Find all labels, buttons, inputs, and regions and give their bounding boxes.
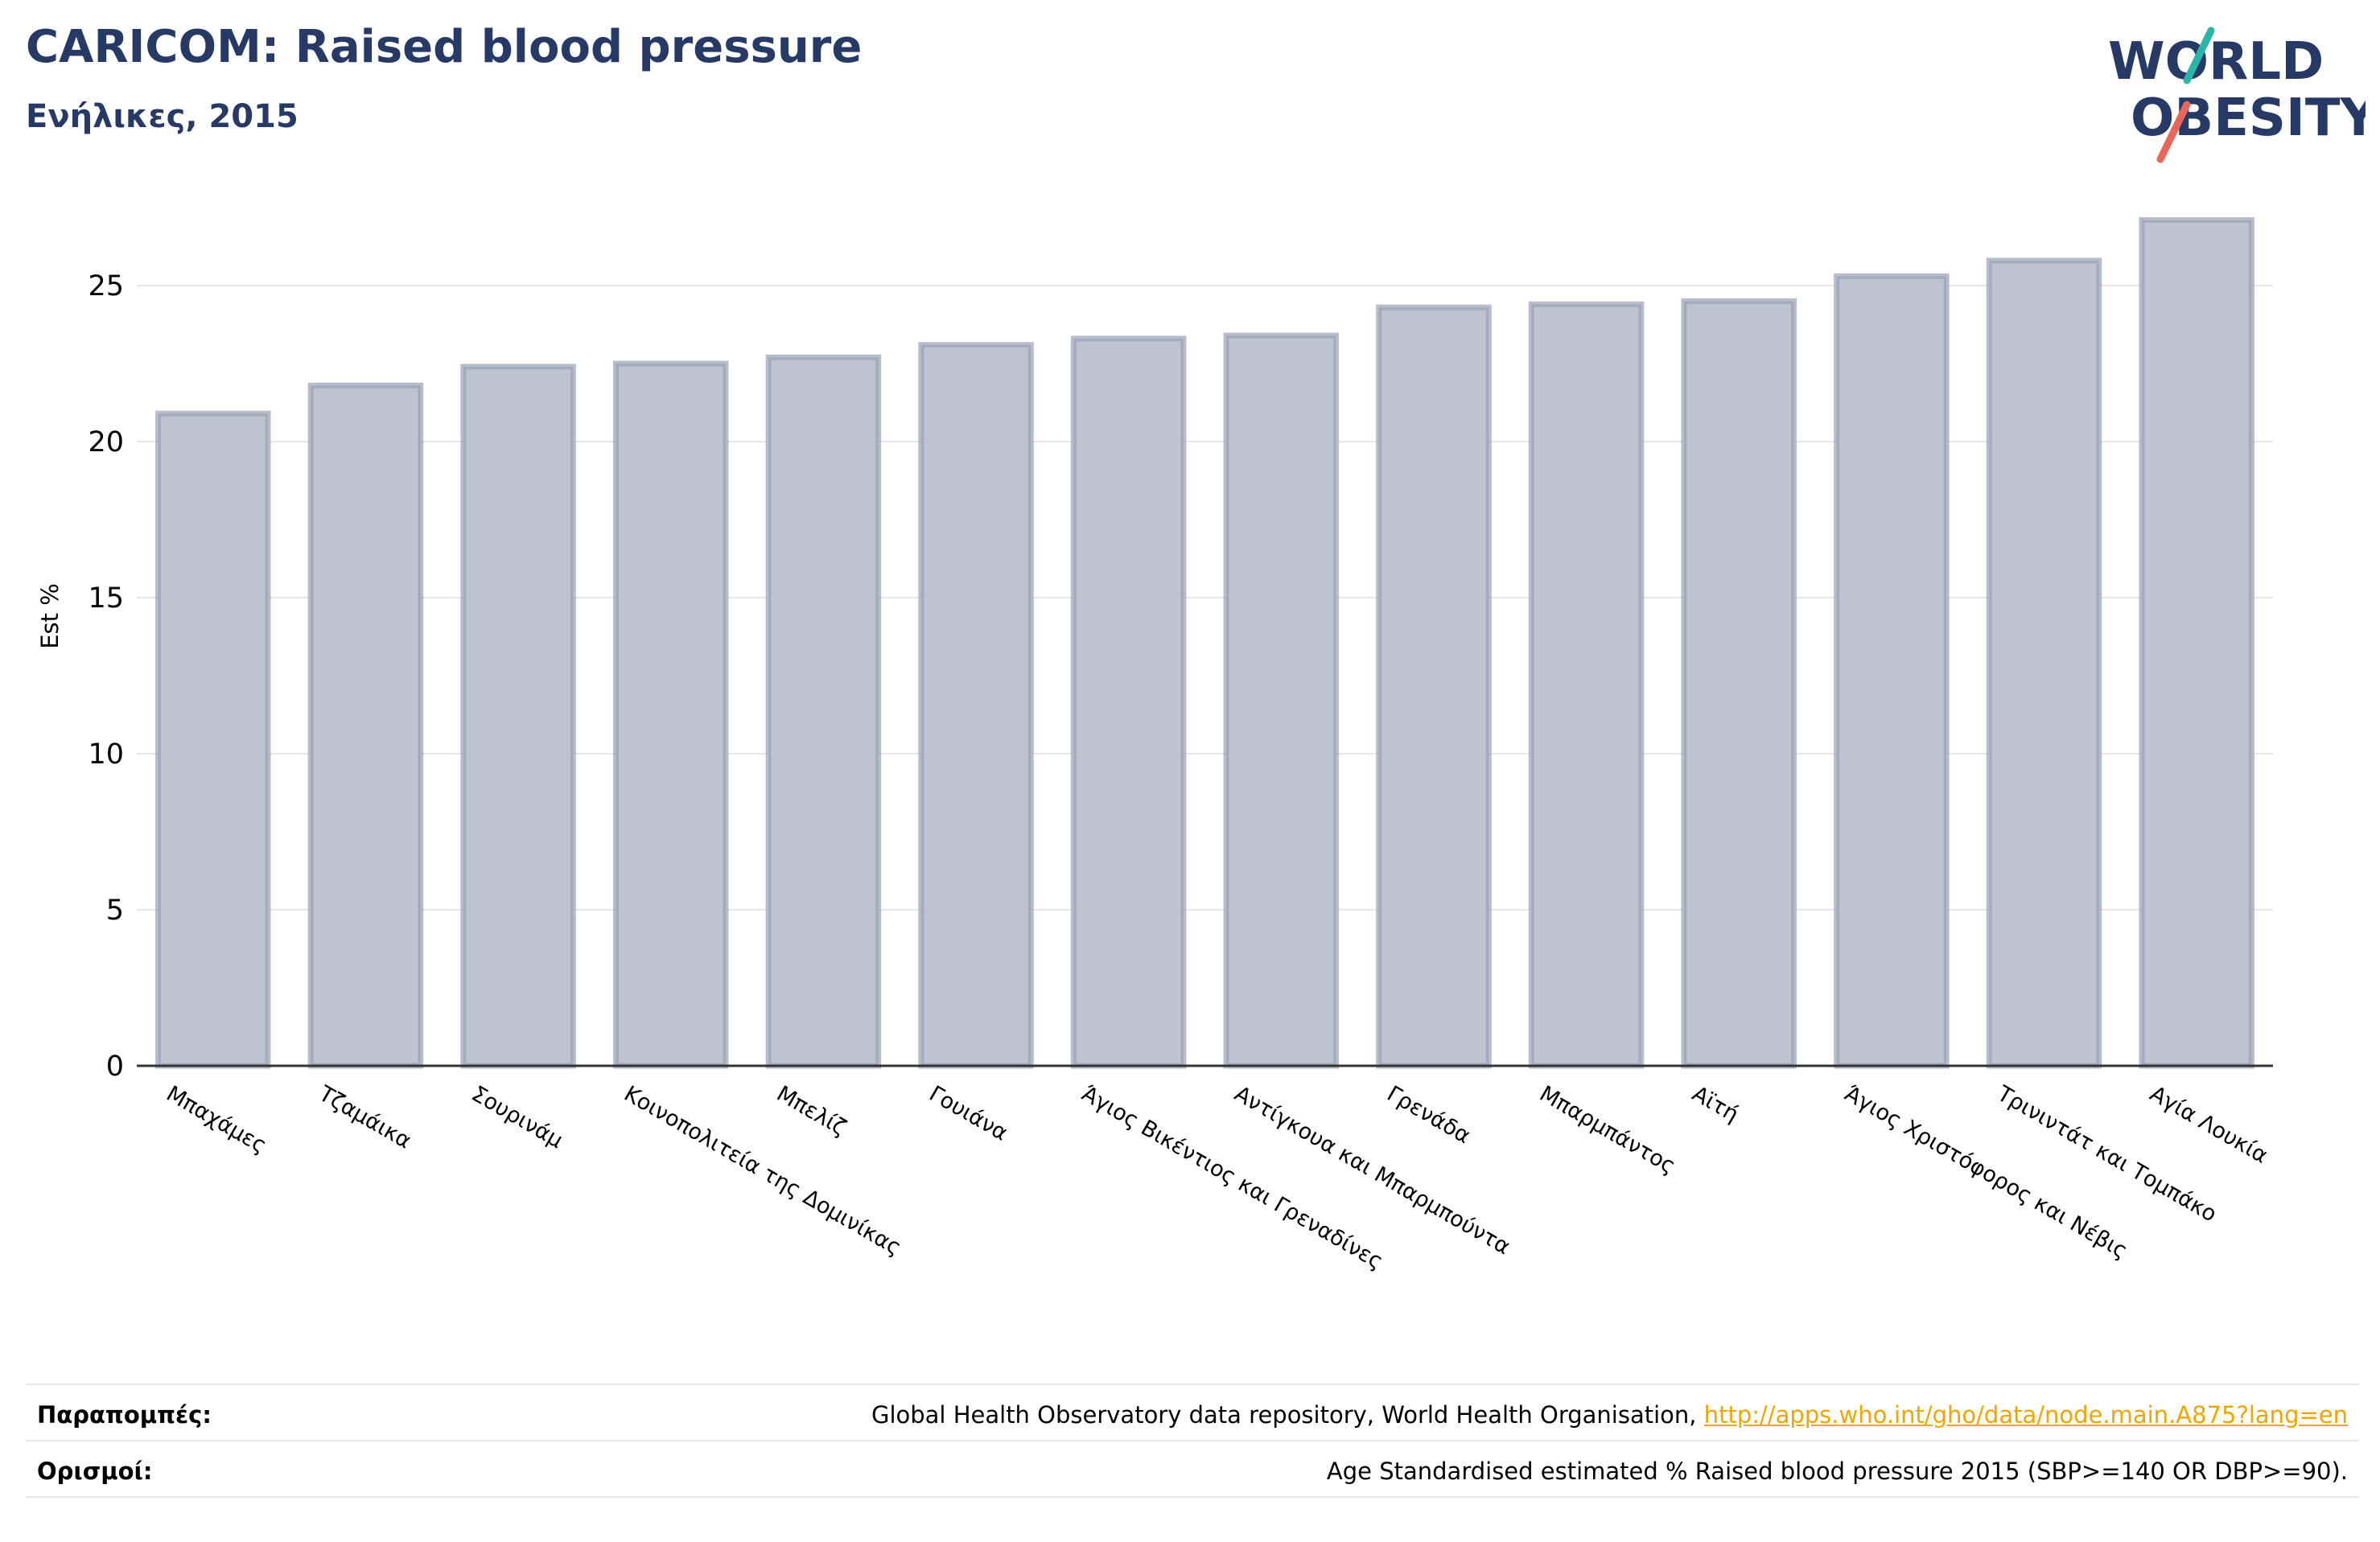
bar [1376,304,1492,1069]
x-tick-label: Μπαχάμες [162,1081,270,1158]
bar [2139,217,2254,1069]
x-tick-label: Μπαρμπάντος [1535,1081,1680,1179]
definitions-label: Ορισμοί: [37,1458,153,1485]
bar [460,364,576,1069]
info-table: Παραπομπές: Global Health Observatory da… [26,1384,2359,1498]
definitions-row: Ορισμοί: Age Standardised estimated % Ra… [26,1440,2359,1498]
bar [1070,335,1187,1069]
definitions-value: Age Standardised estimated % Raised bloo… [1326,1458,2348,1485]
bars [155,217,2254,1069]
x-tick-label: Αγία Λουκία [2146,1081,2272,1169]
logo-slash-top [2183,27,2215,84]
chart-title: CARICOM: Raised blood pressure [26,21,863,73]
x-tick-labels: Μπαχάμες Τζαμάικα Σουρινάμ Κοινοπολιτεία τη… [162,1081,2271,1275]
references-text: Global Health Observatory data repositor… [871,1401,1704,1429]
logo-slash-bottom [2156,101,2191,163]
world-obesity-logo: WORLD OBESITY [2108,27,2366,163]
references-link[interactable]: http://apps.who.int/gho/data/node.main.A… [1703,1401,2348,1429]
bar [765,354,882,1069]
y-tick-labels: 0 5 10 15 20 25 [88,270,124,1083]
chart-subtitle: Ενήλικες, 2015 [26,98,299,135]
logo-line-world: WORLD [2108,32,2324,92]
bar [1223,332,1340,1069]
x-tick-label: Γουιάνα [925,1081,1012,1145]
y-tick-label: 10 [88,738,124,771]
x-tick-label: Άγιος Βικέντιος και Γρεναδίνες [1077,1081,1387,1274]
references-label: Παραπομπές: [37,1401,212,1429]
x-tick-label: Άγιος Χριστόφορος και Νέβις [1840,1081,2131,1264]
x-tick-label: Αϊτή [1688,1081,1743,1127]
x-tick-label: Σουρινάμ [467,1081,567,1153]
bar [1986,257,2102,1069]
y-tick-label: 25 [88,270,124,302]
y-tick-label: 5 [106,894,124,927]
x-tick-label: Κοινοπολιτεία της Δομινίκας [620,1081,905,1260]
references-row: Παραπομπές: Global Health Observatory da… [26,1384,2359,1440]
bar [307,382,424,1069]
y-axis-label: Est % [36,583,64,649]
x-tick-label: Γρενάδα [1382,1081,1474,1149]
references-value: Global Health Observatory data repositor… [871,1401,2348,1429]
bar [155,410,271,1069]
y-tick-label: 0 [106,1051,124,1083]
x-tick-label: Αντίγκουα και Μπαρμπούντα [1230,1081,1514,1260]
bar [1681,298,1797,1069]
bar [1834,273,1950,1069]
x-tick-label: Μπελίζ [772,1081,850,1141]
grid-lines [137,285,2273,911]
bar [1528,301,1645,1069]
bar [612,360,729,1069]
x-tick-label: Τζαμάικα [314,1081,415,1154]
y-tick-label: 20 [88,426,124,458]
bar [918,342,1034,1069]
bar-chart: 0 5 10 15 20 25 Μπαχάμες Τζαμάικα Σουρινάμ Κοινο… [36,217,2273,1275]
y-tick-label: 15 [88,582,124,615]
